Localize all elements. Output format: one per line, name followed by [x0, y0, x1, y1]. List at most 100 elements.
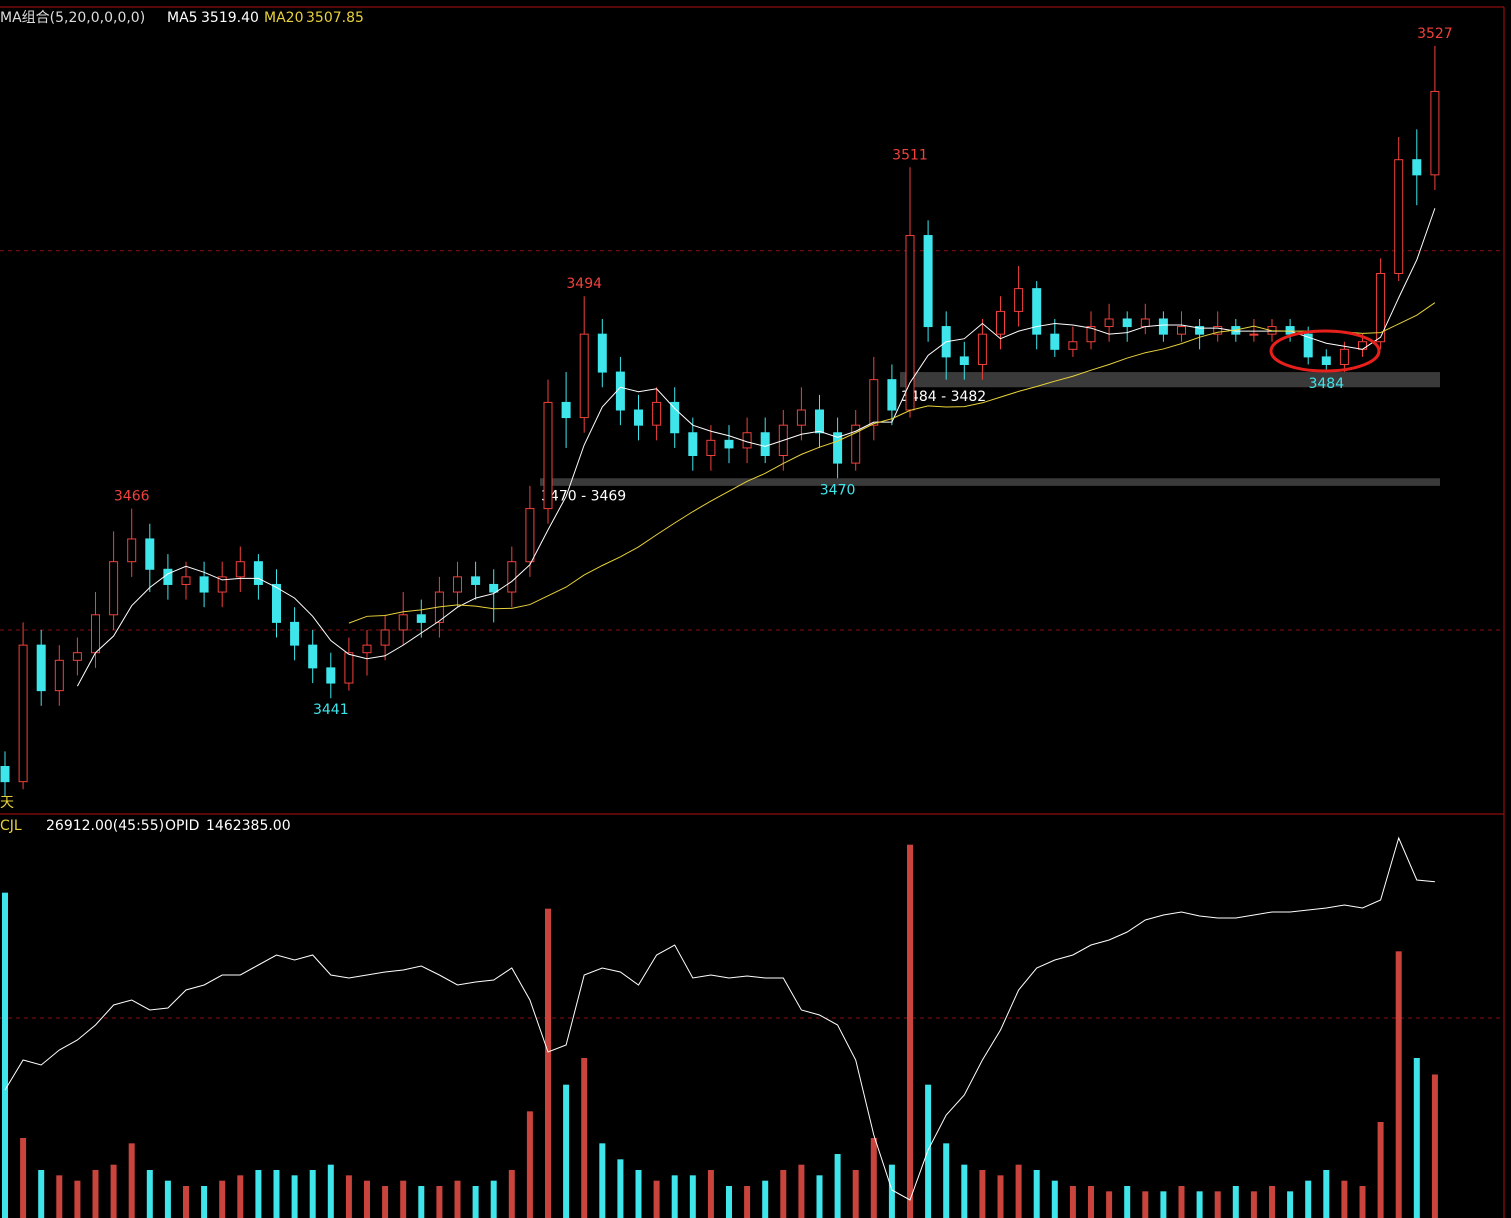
volume-readout: 26912.00(45:55) — [46, 818, 164, 834]
volume-bar — [327, 1164, 334, 1218]
ma-name: MA5 — [167, 10, 198, 26]
candle-body — [362, 644, 372, 654]
volume-bar — [146, 1170, 153, 1218]
volume-bar — [852, 1170, 859, 1218]
volume-bar — [2, 892, 8, 1218]
candle-body — [1339, 348, 1349, 365]
volume-bar — [1106, 1191, 1113, 1218]
volume-bar — [888, 1164, 895, 1218]
candle-body — [181, 576, 191, 585]
volume-bar — [961, 1164, 968, 1218]
candle-body — [760, 432, 770, 457]
candle-body — [1394, 159, 1404, 274]
candle-body — [525, 508, 535, 563]
candle-body — [1032, 288, 1042, 335]
candle-body — [1177, 326, 1186, 335]
candle-body — [127, 538, 137, 563]
ma-readout: 3507.85 — [306, 10, 364, 26]
candle-body — [1303, 333, 1313, 358]
candle-body — [344, 652, 354, 684]
candle-body — [380, 629, 390, 646]
candle-body — [471, 576, 481, 585]
candle-body — [815, 409, 824, 434]
highlight-circle — [1269, 329, 1381, 373]
volume-bar — [1069, 1186, 1076, 1218]
volume-bar — [472, 1186, 479, 1218]
volume-bar — [490, 1180, 497, 1218]
volume-bar — [689, 1175, 696, 1218]
extreme-label: 3441 — [313, 702, 349, 718]
volume-bar — [1160, 1191, 1167, 1218]
candle-body — [1014, 288, 1024, 312]
volume-bar — [1341, 1180, 1348, 1218]
volume-bar — [671, 1175, 678, 1218]
volume-bar — [617, 1159, 624, 1218]
candle-body — [145, 538, 155, 570]
volume-bar — [110, 1164, 117, 1218]
volume-bar — [418, 1186, 425, 1218]
candle-body — [977, 333, 987, 365]
volume-bar — [1395, 951, 1402, 1218]
candle-body — [543, 401, 553, 510]
candle-body — [398, 614, 408, 631]
volume-bar — [563, 1084, 570, 1218]
volume-bar — [400, 1180, 407, 1218]
candle-body — [507, 561, 517, 593]
volume-bar — [20, 1138, 27, 1218]
extreme-label: 3494 — [566, 276, 602, 292]
volume-bar — [219, 1180, 226, 1218]
candle-body — [272, 583, 281, 623]
volume-bar — [816, 1175, 823, 1218]
volume-bar — [1413, 1058, 1420, 1218]
support-zone — [540, 478, 1440, 486]
ma-readout: 3519.40 — [201, 10, 259, 26]
volume-bar — [255, 1170, 262, 1218]
opid-line — [4, 836, 1435, 1201]
candle-body — [851, 424, 861, 464]
ma-line — [348, 302, 1436, 624]
volume-label: CJL — [0, 818, 22, 834]
extreme-label: 3466 — [114, 489, 150, 505]
volume-bar — [309, 1170, 316, 1218]
volume-bar — [581, 1058, 588, 1218]
zone-label: 3484 - 3482 — [901, 389, 986, 405]
volume-bar — [128, 1143, 135, 1218]
volume-bar — [1431, 1074, 1438, 1218]
candle-body — [742, 432, 752, 449]
candle-body — [923, 235, 933, 328]
volume-bar — [545, 908, 551, 1218]
extreme-label: 3484 — [1308, 376, 1344, 392]
candle-body — [688, 432, 698, 457]
candle-body — [163, 568, 173, 585]
zone-label: 3470 - 3469 — [541, 488, 626, 504]
candle-body — [796, 409, 806, 426]
volume-bar — [436, 1186, 443, 1218]
volume-bar — [744, 1186, 751, 1218]
volume-bar — [798, 1164, 805, 1218]
volume-bar — [38, 1170, 45, 1218]
volume-bar — [201, 1186, 208, 1218]
candle-body — [724, 439, 734, 449]
opid-readout: 1462385.00 — [206, 818, 291, 834]
candle-body — [670, 401, 680, 434]
volume-bar — [345, 1175, 352, 1218]
candle-body — [634, 409, 643, 426]
volume-bar — [1250, 1191, 1257, 1218]
candle-body — [1285, 326, 1295, 335]
candle-body — [1412, 159, 1422, 176]
volume-bar — [726, 1186, 732, 1218]
candle-body — [579, 333, 589, 419]
candle-body — [217, 576, 227, 593]
indicator-label: MA组合(5,20,0,0,0,0) — [0, 10, 145, 26]
candle-body — [561, 401, 571, 419]
candle-body — [199, 576, 209, 593]
volume-bar — [1033, 1170, 1040, 1218]
volume-bar — [1359, 1186, 1366, 1218]
candle-body — [706, 439, 716, 457]
extreme-label: 3470 — [820, 482, 856, 498]
candle-body — [959, 356, 969, 365]
volume-bar — [1142, 1191, 1149, 1218]
volume-bar — [1088, 1186, 1094, 1218]
candle-body — [1213, 326, 1223, 335]
